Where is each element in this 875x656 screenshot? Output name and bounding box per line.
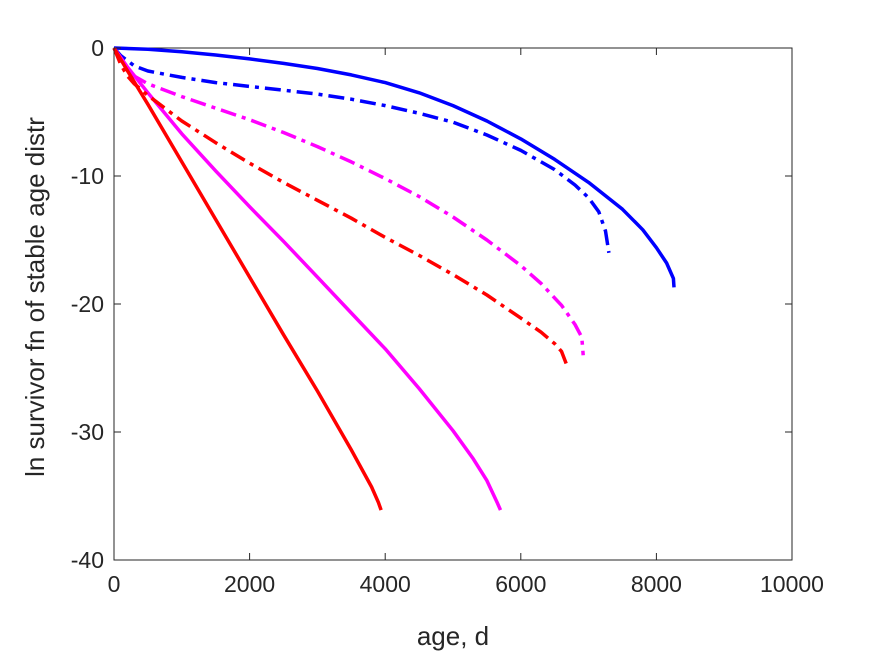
x-tick-label: 8000 [631,571,682,597]
series-line-3 [112,46,503,511]
plot-area [113,47,793,561]
series-line-1 [113,46,676,288]
x-tick-label: 6000 [495,571,546,597]
y-tick-label: -30 [71,419,104,445]
x-axis-label: age, d [417,621,489,651]
y-tick-label: -20 [71,291,104,317]
series-line-6 [112,47,569,367]
x-tick-label: 0 [108,571,121,597]
y-tick-label: 0 [91,35,104,61]
x-tick-label: 10000 [760,571,824,597]
y-axis-label: ln survivor fn of stable age distr [20,117,50,477]
series-line-5 [112,47,383,511]
tick-layer: 0 2000 4000 6000 8000 10000 -40 -30 -20 -10 0 [71,35,824,597]
x-tick-label: 4000 [360,571,411,597]
y-tick-label: -40 [71,547,104,573]
x-tick-label: 2000 [224,571,275,597]
series-line-4 [112,47,585,356]
series-line-2 [112,46,611,254]
y-tick-label: -10 [71,163,104,189]
series-layer [112,46,676,511]
